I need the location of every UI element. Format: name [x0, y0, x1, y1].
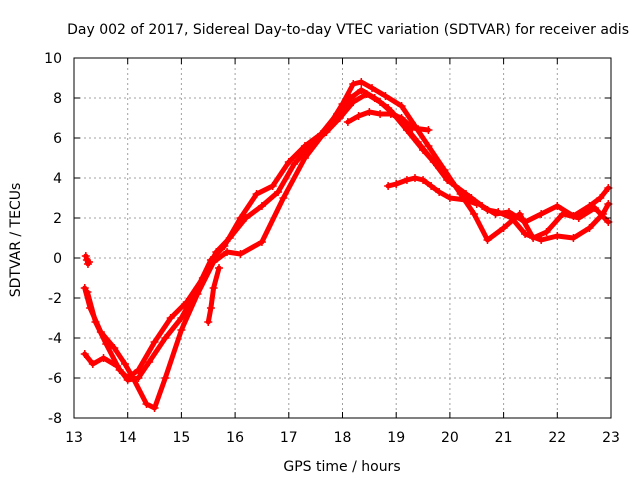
y-tick-label: -6 [48, 371, 62, 387]
y-tick-label: -8 [48, 411, 62, 427]
sdtvar-chart: Day 002 of 2017, Sidereal Day-to-day VTE… [0, 0, 640, 480]
y-tick-label: 8 [53, 91, 62, 107]
x-tick-label: 19 [387, 430, 405, 446]
y-tick-label: 10 [44, 51, 62, 67]
x-tick-label: 13 [65, 430, 83, 446]
x-tick-label: 20 [441, 430, 459, 446]
x-tick-label: 18 [334, 430, 352, 446]
y-tick-label: 2 [53, 211, 62, 227]
chart-title: Day 002 of 2017, Sidereal Day-to-day VTE… [67, 22, 629, 38]
y-tick-label: 0 [53, 251, 62, 267]
x-tick-label: 22 [548, 430, 566, 446]
series-line-track-6 [208, 268, 219, 322]
x-tick-label: 14 [119, 430, 137, 446]
y-tick-label: 4 [53, 171, 62, 187]
y-axis-label: SDTVAR / TECUs [8, 183, 24, 298]
y-tick-label: -2 [48, 291, 62, 307]
x-tick-label: 17 [280, 430, 298, 446]
series-line-track-1 [85, 82, 609, 408]
x-tick-label: 16 [226, 430, 244, 446]
x-tick-label: 23 [602, 430, 620, 446]
x-axis-label: GPS time / hours [283, 459, 400, 475]
y-tick-label: -4 [48, 331, 62, 347]
x-tick-label: 21 [495, 430, 513, 446]
y-tick-label: 6 [53, 131, 62, 147]
data-series [81, 78, 613, 412]
x-tick-label: 15 [172, 430, 190, 446]
